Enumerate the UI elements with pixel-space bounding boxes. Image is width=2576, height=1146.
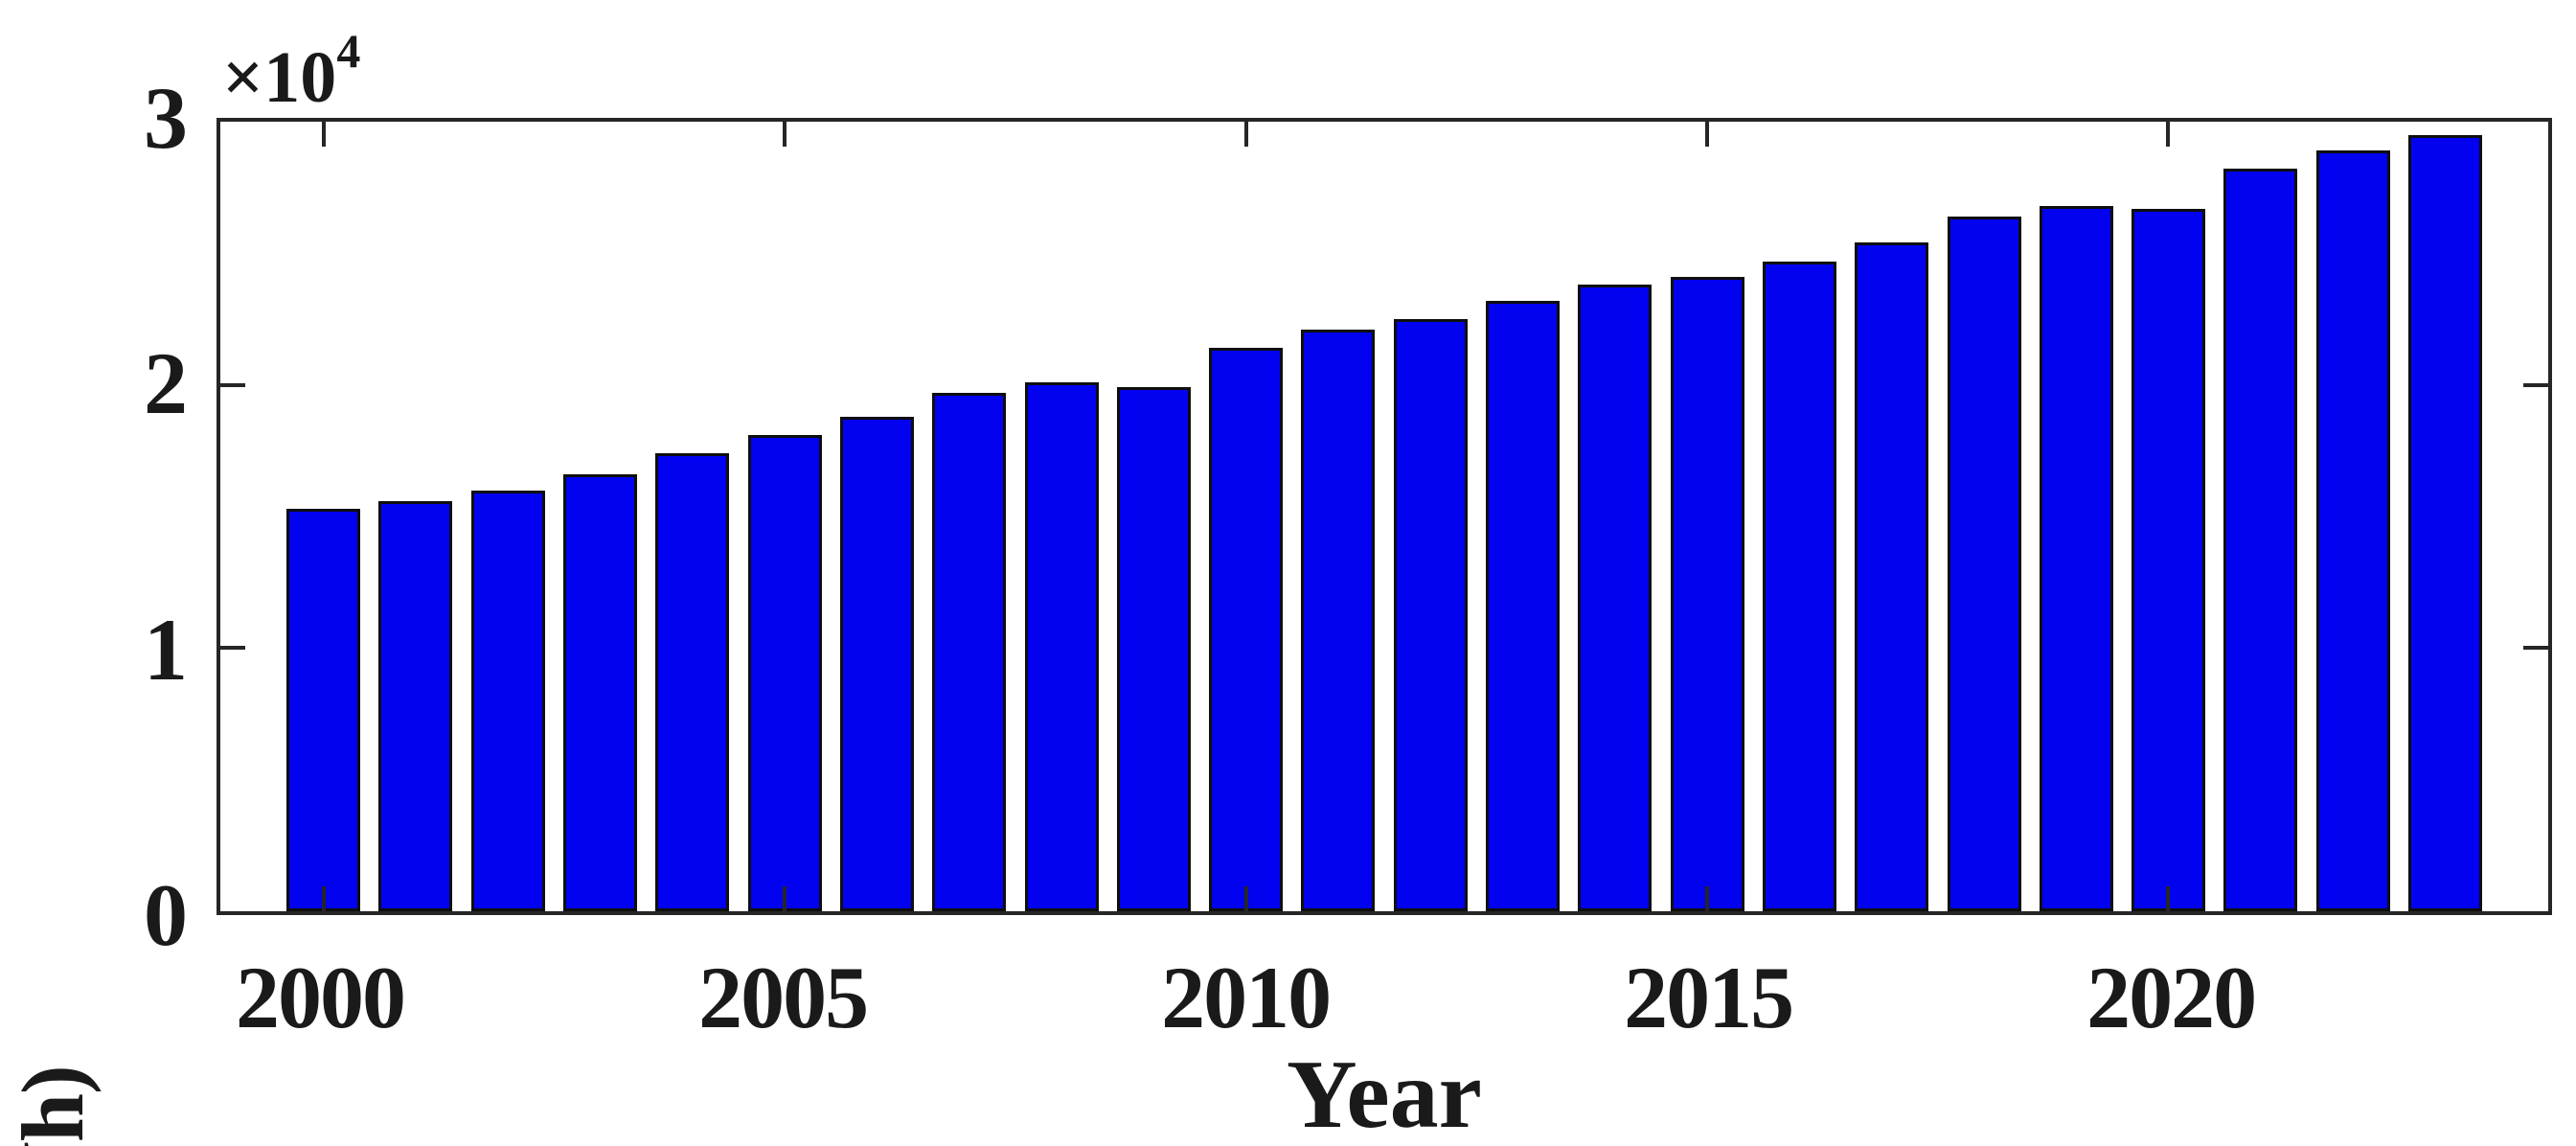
bar-2020 [2131,208,2206,911]
y-axis-multiplier-base: ×10 [222,37,337,118]
bar-slot-2018 [1938,122,2030,911]
x-tick-top-2000 [321,122,326,147]
bar-slot-2017 [1846,122,1938,911]
bar-slot-2004 [647,122,739,911]
bar-slot-2012 [1384,122,1476,911]
x-tick-top-2010 [1243,122,1248,147]
x-axis-title: Year [1287,1041,1482,1146]
bar-2000 [286,508,361,911]
x-tick-bottom-2015 [1705,886,1709,911]
bar-2019 [2039,205,2113,911]
bar-slot-2013 [1476,122,1568,911]
bar-2017 [1855,242,1929,911]
bar-2002 [470,490,545,911]
y-tick-label-2: 2 [144,334,188,433]
bar-2015 [1670,277,1744,911]
bar-slot-2011 [1292,122,1384,911]
bar-2003 [563,474,638,911]
x-tick-top-2020 [2166,122,2171,147]
bar-slot-2014 [1569,122,1661,911]
bar-2022 [2315,150,2390,911]
bar-2004 [655,453,730,911]
x-tick-bottom-2000 [321,886,326,911]
y-tick-left-20000 [220,382,245,387]
bar-2010 [1209,348,1284,911]
bar-slot-2008 [1015,122,1107,911]
bar-slot-2019 [2030,122,2122,911]
x-tick-label-2000: 2000 [236,949,406,1046]
bar-2018 [1947,216,2021,911]
bar-slot-2020 [2122,122,2214,911]
x-tick-label-2020: 2020 [2086,949,2257,1046]
bar-slot-2007 [923,122,1015,911]
x-tick-label-2005: 2005 [698,949,869,1046]
y-tick-right-10000 [2523,646,2548,651]
bar-slot-2022 [2307,122,2399,911]
y-tick-right-20000 [2523,382,2548,387]
bar-slot-2000 [278,122,370,911]
x-tick-labels: 2000 2005 2010 2015 2020 [217,953,2552,1059]
y-axis-multiplier: ×104 [222,27,360,114]
bar-slot-2021 [2215,122,2307,911]
x-tick-top-2015 [1705,122,1709,147]
bar-2008 [1024,381,1099,911]
bar-2005 [747,434,822,911]
y-axis-title: Electricity Demand (TWh) [2,1066,103,1146]
bar-2021 [2223,169,2298,911]
bar-2013 [1486,300,1561,911]
bar-2014 [1578,285,1653,911]
plot-area [217,118,2552,915]
bar-slot-2002 [462,122,554,911]
x-tick-label-2010: 2010 [1161,949,1332,1046]
bar-2001 [378,500,453,911]
bar-2009 [1116,387,1191,911]
bar-slot-2001 [370,122,462,911]
bar-2006 [839,416,914,911]
bar-slot-2005 [739,122,831,911]
x-tick-label-2015: 2015 [1624,949,1794,1046]
bar-slot-2015 [1661,122,1753,911]
x-tick-bottom-2010 [1243,886,1248,911]
bar-2011 [1301,330,1376,911]
bars-container [220,122,2548,911]
y-tick-label-1: 1 [144,600,188,699]
bar-slot-2009 [1107,122,1199,911]
x-tick-top-2005 [783,122,787,147]
y-tick-label-0: 0 [144,866,188,964]
bar-slot-2023 [2399,122,2491,911]
y-tick-left-10000 [220,646,245,651]
bar-slot-2006 [831,122,923,911]
y-axis-multiplier-exponent: 4 [336,24,361,78]
x-tick-bottom-2020 [2166,886,2171,911]
bar-slot-2003 [554,122,646,911]
bar-slot-2010 [1200,122,1292,911]
bar-slot-2016 [1753,122,1845,911]
bar-2023 [2407,134,2483,911]
y-tick-label-3: 3 [144,69,188,167]
x-tick-bottom-2005 [783,886,787,911]
bar-2012 [1393,319,1468,911]
bar-2016 [1762,261,1836,911]
bar-2007 [932,392,1007,911]
